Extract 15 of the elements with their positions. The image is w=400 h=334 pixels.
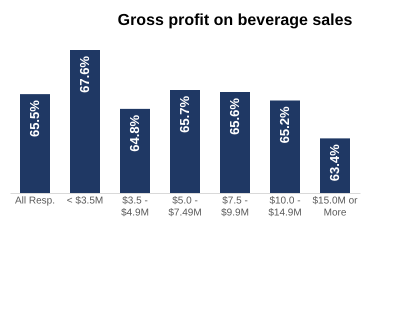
- data-label: 65.7%: [177, 96, 192, 133]
- x-tick-label: < $3.5M: [66, 196, 104, 206]
- x-tick-label: $15.0M or More: [312, 196, 358, 218]
- data-label: 67.6%: [77, 56, 92, 93]
- data-label: 64.8%: [127, 114, 142, 152]
- data-label: 63.4%: [327, 144, 342, 182]
- x-tick-label: $10.0 - $14.9M: [268, 196, 302, 218]
- x-tick-label: $5.0 - $7.49M: [168, 196, 202, 218]
- x-tick-label: $3.5 - $4.9M: [121, 196, 149, 218]
- x-tick-label: $7.5 - $9.9M: [221, 196, 249, 218]
- x-tick-label: All Resp.: [14, 196, 56, 206]
- data-label: 65.5%: [27, 100, 42, 138]
- data-label: 65.6%: [227, 98, 242, 135]
- chart-title: Gross profit on beverage sales: [118, 12, 352, 29]
- data-label: 65.2%: [277, 106, 292, 144]
